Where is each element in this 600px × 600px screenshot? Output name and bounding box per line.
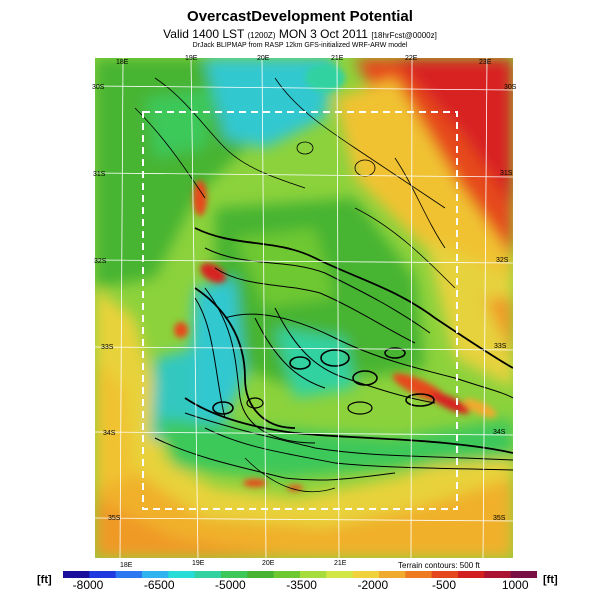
colorbar-segment: [352, 571, 380, 578]
lat-label-left: 33S: [101, 344, 114, 351]
valid-time: Valid 1400 LST: [163, 27, 245, 41]
colorbar-segment: [484, 571, 512, 578]
colorbar-tick-label: -500: [431, 578, 457, 592]
lat-label-left: 34S: [103, 430, 116, 437]
colorbar-segment: [168, 571, 196, 578]
lat-label-left: 31S: [93, 171, 106, 178]
valid-date: MON 3 Oct 2011: [278, 27, 368, 41]
colorbar-segment: [221, 571, 248, 578]
map-title: OvercastDevelopment Potential: [187, 8, 413, 25]
forecast-info: [18hrFcst@0000z]: [371, 31, 437, 40]
terrain-contour-note: Terrain contours: 500 ft: [398, 561, 480, 570]
colorbar-tick-label: -5000: [215, 578, 246, 592]
colorbar-tick-label: -6500: [143, 578, 175, 592]
colorbar-segment: [142, 571, 169, 578]
graticule: [95, 58, 513, 558]
lon-label-top: 18E: [116, 59, 129, 66]
colorbar-unit-right: [ft]: [543, 574, 558, 586]
lat-label-right: 31S: [500, 170, 513, 177]
colorbar-tick-label: -8000: [72, 578, 104, 592]
colorbar-segment: [63, 571, 90, 578]
colorbar-segment: [405, 571, 433, 578]
inner-domain-box: [142, 111, 458, 510]
colorbar-segment: [115, 571, 143, 578]
lon-label-top: 23E: [479, 59, 492, 66]
lon-label-top: 19E: [185, 55, 198, 62]
colorbar-segment: [431, 571, 459, 578]
colorbar-segment: [273, 571, 301, 578]
lon-label-top: 20E: [257, 55, 270, 62]
terrain-contours: [134, 77, 513, 493]
lon-label-top: 21E: [331, 55, 344, 62]
colorbar-tick-label: -2000: [357, 578, 389, 592]
colorbar-unit-left: [ft]: [37, 574, 52, 586]
lat-label-right: 32S: [496, 257, 509, 264]
colorbar-tick-label: -3500: [286, 578, 317, 592]
lon-label-bottom: 18E: [120, 562, 133, 569]
colorbar: [63, 571, 537, 578]
map-subtitle: Valid 1400 LST (1200Z) MON 3 Oct 2011 [1…: [0, 27, 600, 41]
colorbar-segment: [247, 571, 275, 578]
lat-label-left: 35S: [108, 515, 121, 522]
model-credit: DrJack BLIPMAP from RASP 12km GFS-initia…: [192, 42, 408, 49]
lat-label-right: 33S: [494, 343, 507, 350]
lon-label-top: 22E: [405, 55, 418, 62]
colorbar-segment: [379, 571, 406, 578]
lon-label-bottom: 20E: [262, 560, 275, 567]
colorbar-segment: [326, 571, 354, 578]
lon-label-bottom: 19E: [192, 560, 205, 567]
colorbar-tick-label: 1000: [501, 578, 529, 592]
lat-label-left: 32S: [94, 258, 107, 265]
colorbar-segment: [300, 571, 327, 578]
forecast-map: [95, 58, 513, 558]
lon-label-bottom: 21E: [334, 560, 347, 567]
colorbar-segment: [458, 571, 485, 578]
lat-label-right: 30S: [504, 84, 517, 91]
colorbar-segment: [194, 571, 222, 578]
lat-label-right: 34S: [493, 429, 506, 436]
colorbar-segment: [89, 571, 117, 578]
lat-label-left: 30S: [92, 84, 105, 91]
overcast-hotspots: [174, 64, 497, 491]
colorbar-segment: [510, 571, 537, 578]
lat-label-right: 35S: [493, 515, 506, 522]
utc-time: (1200Z): [247, 31, 276, 40]
